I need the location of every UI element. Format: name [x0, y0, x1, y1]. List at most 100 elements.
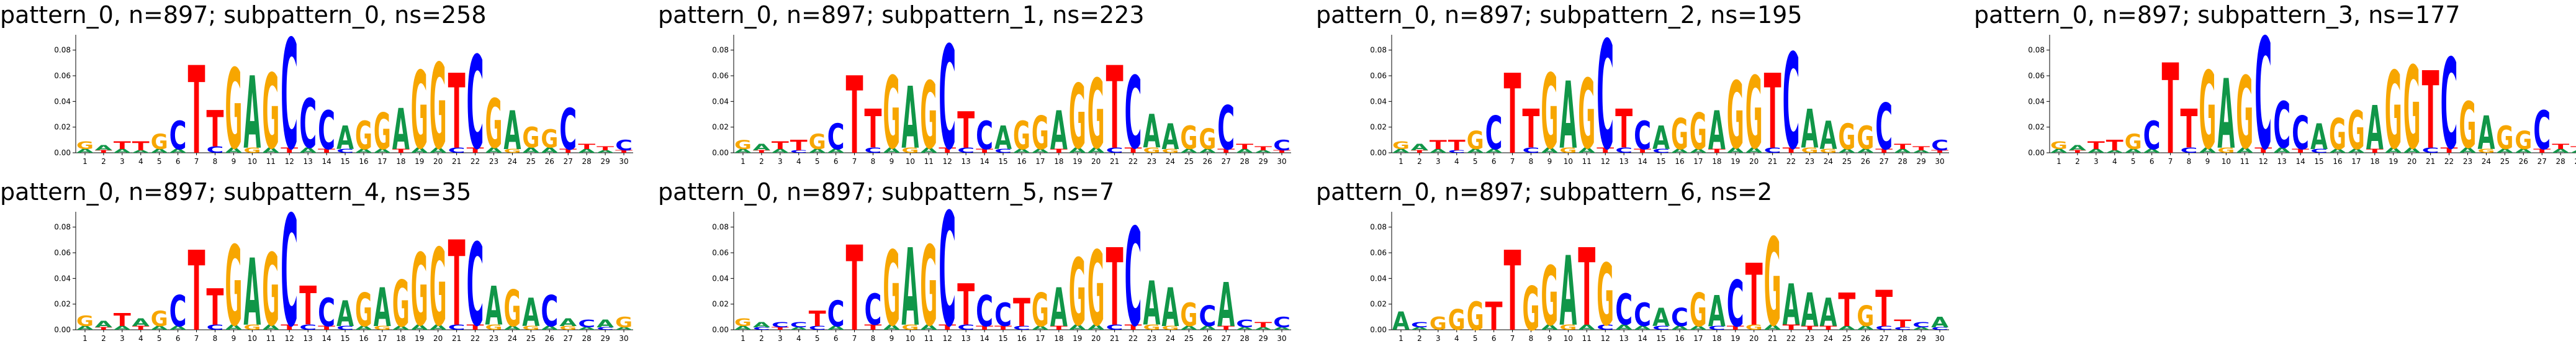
logo-letter-g: G — [243, 147, 261, 155]
logo-letter-a: A — [597, 150, 614, 154]
logo-letter-g: G — [809, 130, 826, 154]
logo-letter-a: A — [2348, 148, 2365, 154]
logo-letter-t: T — [1106, 227, 1124, 350]
logo-letter-g: G — [1088, 230, 1105, 350]
logo-letter-c: C — [318, 291, 335, 336]
logo-letter-c: C — [336, 325, 354, 331]
y-tick-label: 0.06 — [2028, 71, 2045, 80]
logo-letter-a: A — [2236, 147, 2254, 155]
x-tick-label: 29 — [2574, 157, 2576, 166]
x-tick-label: 20 — [2407, 157, 2416, 166]
x-tick-label: 5 — [1473, 157, 1478, 166]
x-tick-label: 20 — [433, 334, 443, 343]
logo-letter-g: G — [2329, 109, 2346, 159]
x-tick-label: 13 — [1619, 334, 1629, 343]
logo-letter-a: A — [1392, 148, 1410, 154]
logo-letter-g: G — [485, 324, 503, 332]
logo-letter-a: A — [920, 147, 938, 155]
x-tick-label: 7 — [2168, 157, 2173, 166]
x-tick-label: 23 — [1805, 334, 1814, 343]
x-tick-label: 26 — [545, 334, 554, 343]
x-tick-label: 14 — [980, 334, 989, 343]
logo-letter-a: A — [1485, 148, 1503, 154]
logo-letter-a: A — [225, 324, 243, 332]
y-tick-label: 0.00 — [712, 325, 729, 334]
x-tick-label: 2 — [2075, 157, 2080, 166]
logo-letter-c: C — [467, 30, 484, 177]
x-tick-label: 2 — [1417, 334, 1422, 343]
x-tick-label: 21 — [1768, 334, 1777, 343]
logo-letter-a: A — [1690, 148, 1707, 154]
logo-letter-c: C — [976, 114, 993, 159]
logo-letter-g: G — [2199, 50, 2216, 173]
logo-letter-a: A — [2459, 147, 2477, 155]
logo-letter-a: A — [541, 147, 559, 155]
logo-letter-a: A — [1236, 148, 1253, 154]
logo-letter-a: A — [2496, 148, 2513, 154]
x-tick-label: 9 — [232, 157, 236, 166]
logo-letter-t: T — [846, 221, 863, 354]
x-tick-label: 20 — [1091, 157, 1101, 166]
logo-letter-g: G — [1764, 212, 1781, 353]
logo-letter-t: T — [448, 53, 466, 173]
logo-letter-t: T — [1217, 325, 1235, 331]
logo-letter-t: T — [994, 325, 1012, 331]
logo-letter-g: G — [430, 39, 447, 175]
logo-letter-a: A — [336, 119, 354, 157]
logo-letter-a: A — [2217, 60, 2235, 171]
logo-letter-g: G — [1523, 275, 1540, 345]
logo-letter-g: G — [151, 130, 168, 154]
logo-letter-t: T — [2069, 150, 2087, 154]
x-tick-label: 29 — [600, 157, 610, 166]
logo-letter-a: A — [1634, 325, 1651, 331]
x-tick-label: 19 — [415, 157, 424, 166]
x-tick-label: 16 — [1675, 334, 1684, 343]
logo-letter-a: A — [1273, 327, 1290, 331]
logo-letter-c: C — [1596, 324, 1614, 332]
logo-letter-a: A — [541, 325, 558, 331]
logo-letter-g: G — [2496, 119, 2513, 157]
x-tick-label: 28 — [1898, 157, 1907, 166]
logo-letter-t: T — [809, 307, 827, 331]
logo-letter-a: A — [1069, 147, 1087, 155]
logo-letter-a: A — [1931, 314, 1948, 331]
panel-title: pattern_0, n=897; subpattern_0, ns=258 — [0, 1, 487, 29]
panel-title: pattern_0, n=897; subpattern_6, ns=2 — [1316, 178, 1773, 206]
logo-letter-a: A — [1050, 100, 1068, 162]
logo-letter-a: A — [1857, 325, 1874, 331]
x-tick-label: 9 — [1547, 157, 1552, 166]
logo-letter-t: T — [1050, 325, 1068, 331]
x-tick-label: 2 — [759, 334, 764, 343]
logo-letter-a: A — [2385, 147, 2403, 155]
x-tick-label: 3 — [120, 334, 125, 343]
logo-letter-g: G — [411, 50, 428, 173]
logo-letter-g: G — [920, 223, 937, 351]
logo-letter-a: A — [559, 316, 577, 329]
x-tick-label: 17 — [1035, 334, 1045, 343]
logo-letter-g: G — [1143, 324, 1161, 332]
logo-letter-t: T — [790, 137, 808, 154]
logo-letter-t: T — [2441, 147, 2458, 155]
logo-plot: 0.000.020.040.060.081 2 3 4 5 6 7 8 9 10 11 12 13 14 1… — [1370, 30, 1949, 177]
logo-letter-t: T — [865, 324, 882, 332]
x-tick-label: 22 — [1128, 157, 1138, 166]
logo-letter-g: G — [2125, 130, 2142, 154]
x-tick-label: 10 — [2222, 157, 2231, 166]
logo-letter-a: A — [1894, 148, 1911, 154]
x-tick-label: 8 — [871, 157, 876, 166]
x-tick-label: 8 — [213, 334, 218, 343]
logo-letter-t: T — [132, 139, 150, 153]
x-tick-label: 11 — [924, 157, 934, 166]
x-tick-label: 11 — [266, 157, 276, 166]
x-tick-label: 12 — [943, 334, 952, 343]
x-tick-label: 12 — [943, 157, 952, 166]
x-tick-label: 24 — [508, 157, 517, 166]
logo-letter-g: G — [225, 46, 242, 174]
y-tick-label: 0.06 — [712, 71, 729, 80]
logo-letter-g: G — [1857, 299, 1874, 333]
logo-letter-t: T — [1783, 147, 1800, 155]
x-tick-label: 21 — [1110, 334, 1119, 343]
logo-letter-t: T — [1819, 325, 1837, 331]
y-tick-label: 0.08 — [712, 223, 729, 232]
logo-letter-t: T — [772, 139, 789, 152]
